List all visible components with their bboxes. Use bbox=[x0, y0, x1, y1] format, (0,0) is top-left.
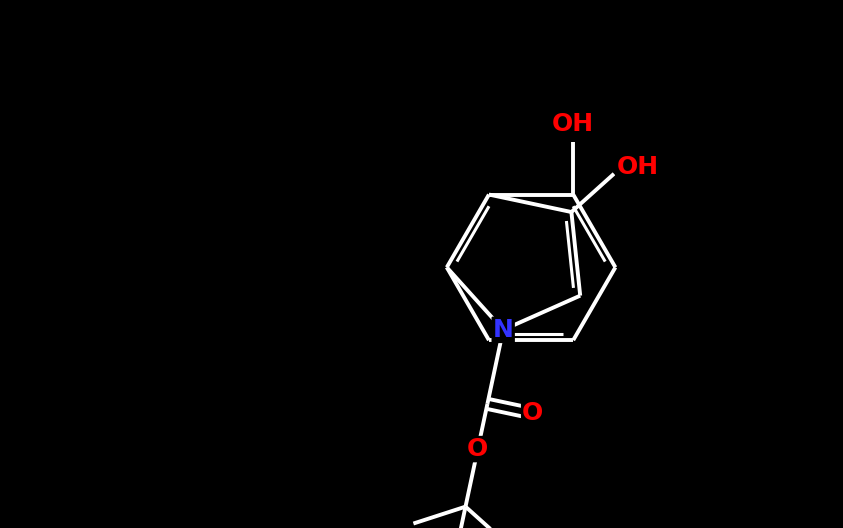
Text: OH: OH bbox=[552, 112, 594, 136]
Text: O: O bbox=[467, 437, 488, 461]
Text: OH: OH bbox=[616, 155, 658, 179]
Text: N: N bbox=[493, 318, 513, 342]
Text: O: O bbox=[522, 401, 544, 426]
